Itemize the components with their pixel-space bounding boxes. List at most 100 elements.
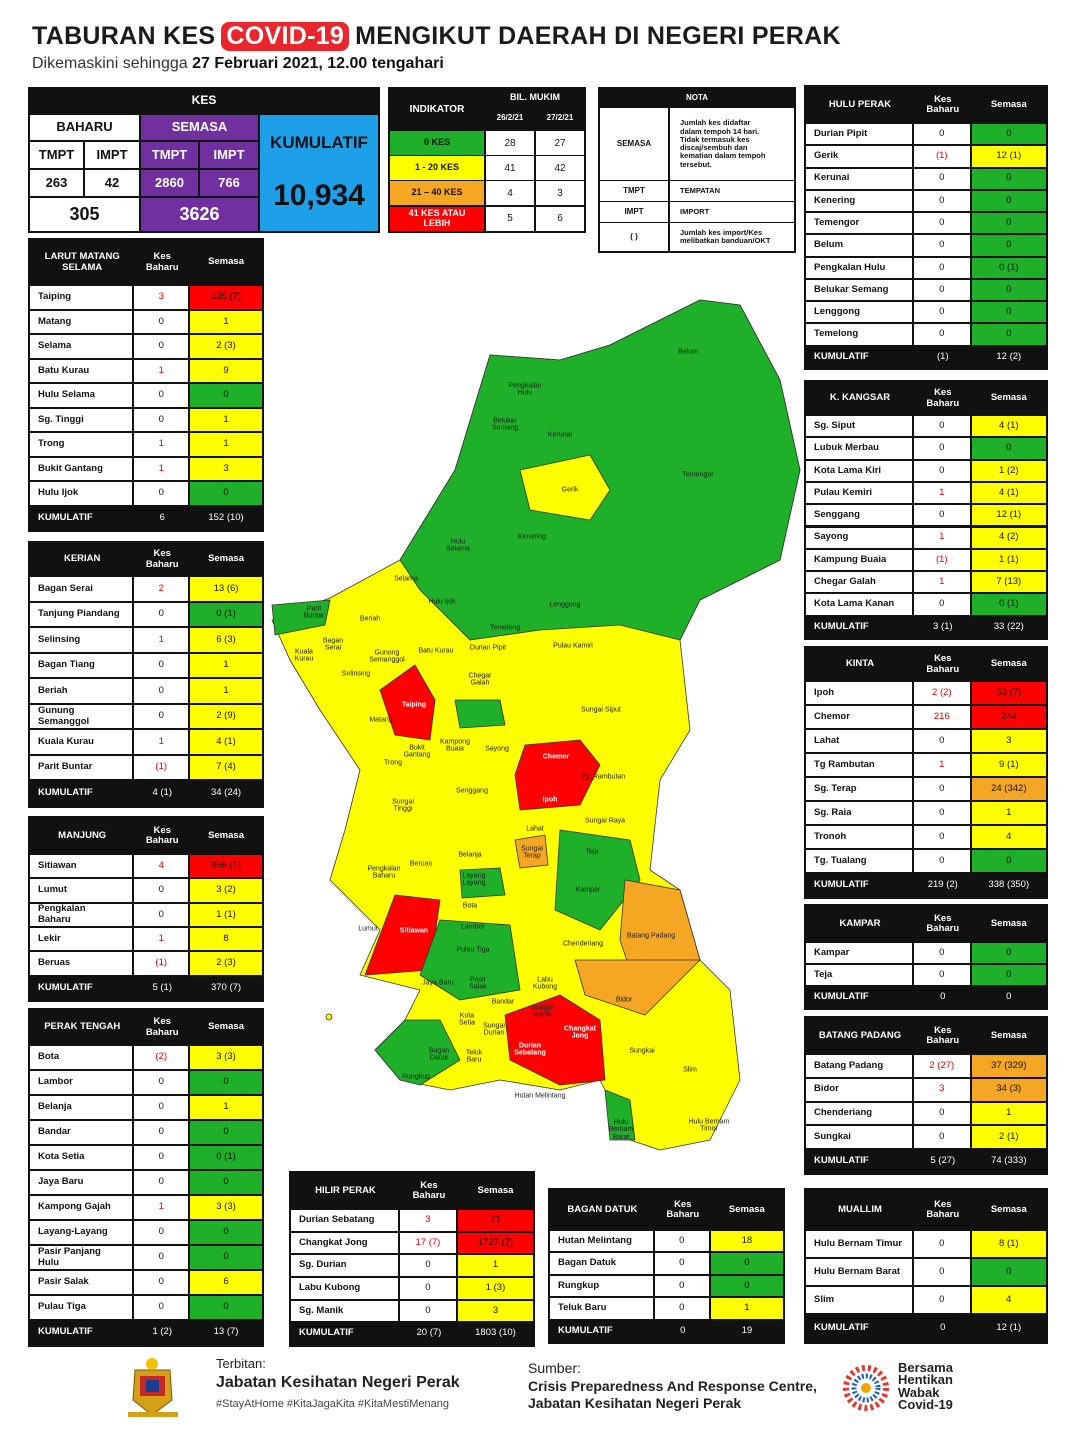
area-name: Belum	[806, 235, 912, 256]
new-cases: 0	[134, 1171, 189, 1194]
map-label: Sitiawan	[399, 927, 429, 935]
new-cases: 2	[134, 577, 189, 601]
active-cases: 4	[971, 826, 1046, 848]
new-cases: 0	[134, 1221, 189, 1244]
map-label: Hulu Bernam Timor	[688, 1118, 730, 1133]
area-name: Layang-Layang	[30, 1221, 133, 1244]
area-name: Bandar	[30, 1121, 133, 1144]
map-label: Belum	[678, 348, 698, 356]
area-name: Trong	[30, 433, 133, 456]
map-label: Sungai Tinggi	[392, 798, 414, 813]
active-cases: 3 (2)	[190, 879, 262, 902]
area-name: Durian Pipit	[806, 124, 912, 145]
area-name: Labu Kubong	[291, 1278, 398, 1299]
column-header: Semasa	[457, 1173, 533, 1209]
area-name: Sitiawan	[30, 855, 133, 878]
map-label: Beriah	[359, 615, 381, 623]
total-active: 12 (2)	[971, 345, 1046, 368]
active-cases: 1	[971, 1102, 1046, 1125]
active-cases: 0	[190, 1171, 262, 1194]
count-cell: 42	[536, 156, 584, 181]
new-cases: 0	[914, 124, 970, 145]
total-new: 20 (7)	[399, 1322, 458, 1345]
count-cell: 28	[486, 131, 534, 155]
total-active: 33 (22)	[971, 615, 1046, 638]
map-label: Belanja	[458, 851, 482, 859]
note-key: ( )	[600, 223, 668, 251]
column-header: KERIAN	[30, 543, 135, 576]
active-cases: 3	[190, 457, 262, 480]
active-cases: 9 (1)	[971, 754, 1046, 776]
active-cases: 0	[971, 324, 1046, 345]
total-new: 3 (1)	[914, 615, 972, 638]
new-cases: 0	[134, 1121, 189, 1144]
note-key: TMPT	[600, 181, 668, 201]
area-name: Changkat Jong	[291, 1232, 398, 1254]
header-cell: 26/2/21	[486, 108, 534, 128]
new-cases: 0	[134, 1271, 189, 1294]
column-header: Kes Baharu	[914, 87, 972, 123]
total-label: KUMULATIF	[30, 975, 135, 1000]
total-active: 12 (1)	[971, 1314, 1046, 1342]
label-cell: IMPT	[85, 142, 139, 168]
total-active: 0	[971, 986, 1046, 1008]
new-cases: 0	[654, 1275, 709, 1297]
column-header: Semasa	[971, 1018, 1046, 1054]
active-cases: 356 (1)	[190, 855, 262, 878]
value-cell: 263	[30, 170, 83, 196]
column-header: BAGAN DATUK	[550, 1190, 655, 1230]
area-name: Sayong	[806, 527, 912, 548]
new-cases: 0	[914, 505, 970, 526]
total-new: 5 (27)	[914, 1149, 972, 1173]
new-cases: 0	[914, 235, 970, 256]
new-cases: 0	[914, 943, 970, 963]
active-cases: 244	[971, 706, 1046, 728]
active-cases: 53 (7)	[971, 682, 1046, 704]
active-cases: 4	[971, 1287, 1046, 1313]
active-cases: 71	[457, 1210, 533, 1231]
area-name: Matang	[30, 310, 133, 333]
active-cases: 4 (1)	[971, 482, 1046, 504]
total-new: 0	[914, 986, 972, 1008]
subtitle: Dikemaskini sehingga 27 Februari 2021, 1…	[32, 55, 444, 73]
column-header: Kes Baharu	[914, 1018, 972, 1054]
hashtags: #StayAtHome #KitaJagaKita #KitaMestiMena…	[216, 1398, 449, 1410]
column-header: LARUT MATANG SELAMA	[30, 240, 135, 285]
indicator-cell: 21 – 40 KES	[390, 181, 484, 206]
area-name: Durian Sebatang	[291, 1210, 398, 1231]
area-name: Pulau Kemiri	[806, 482, 912, 504]
active-cases: 4 (1)	[971, 416, 1046, 437]
new-cases: (1)	[914, 146, 970, 167]
new-cases: 0	[914, 730, 970, 752]
active-cases: 0 (1)	[971, 257, 1046, 278]
area-name: Bota	[30, 1046, 133, 1069]
active-cases: 1	[190, 433, 262, 456]
active-cases: 0	[710, 1275, 783, 1297]
active-cases: 0	[971, 850, 1046, 872]
area-name: Kampong Gajah	[30, 1196, 133, 1219]
count-cell: 6	[536, 206, 584, 231]
new-cases: 17 (7)	[399, 1232, 456, 1254]
active-cases: 135 (7)	[190, 286, 262, 309]
total-new: 1 (2)	[134, 1320, 191, 1345]
footer-label: Sumber:	[528, 1360, 581, 1376]
area-name: Parit Buntar	[30, 755, 133, 780]
active-cases: 0	[190, 1246, 262, 1269]
column-header: Semasa	[190, 1010, 262, 1045]
kumulatif-label: KUMULATIF	[270, 132, 368, 152]
active-cases: 34 (3)	[971, 1078, 1046, 1101]
total-active: 1803 (10)	[457, 1322, 533, 1345]
area-name: Batang Padang	[806, 1055, 912, 1077]
total-active: 13 (7)	[190, 1320, 262, 1345]
new-cases: 0	[914, 1287, 970, 1313]
note-text: Jumlah kes import/Kes melibatkan banduan…	[670, 223, 794, 251]
map-label: Hulu Selama	[446, 538, 470, 553]
column-header: KINTA	[806, 648, 914, 681]
note-key: IMPT	[600, 202, 668, 222]
map-label: Pulau Kamiri	[553, 642, 593, 650]
new-cases: 0	[914, 802, 970, 824]
new-cases: 0	[914, 279, 970, 301]
note-text: TEMPATAN	[670, 181, 794, 201]
